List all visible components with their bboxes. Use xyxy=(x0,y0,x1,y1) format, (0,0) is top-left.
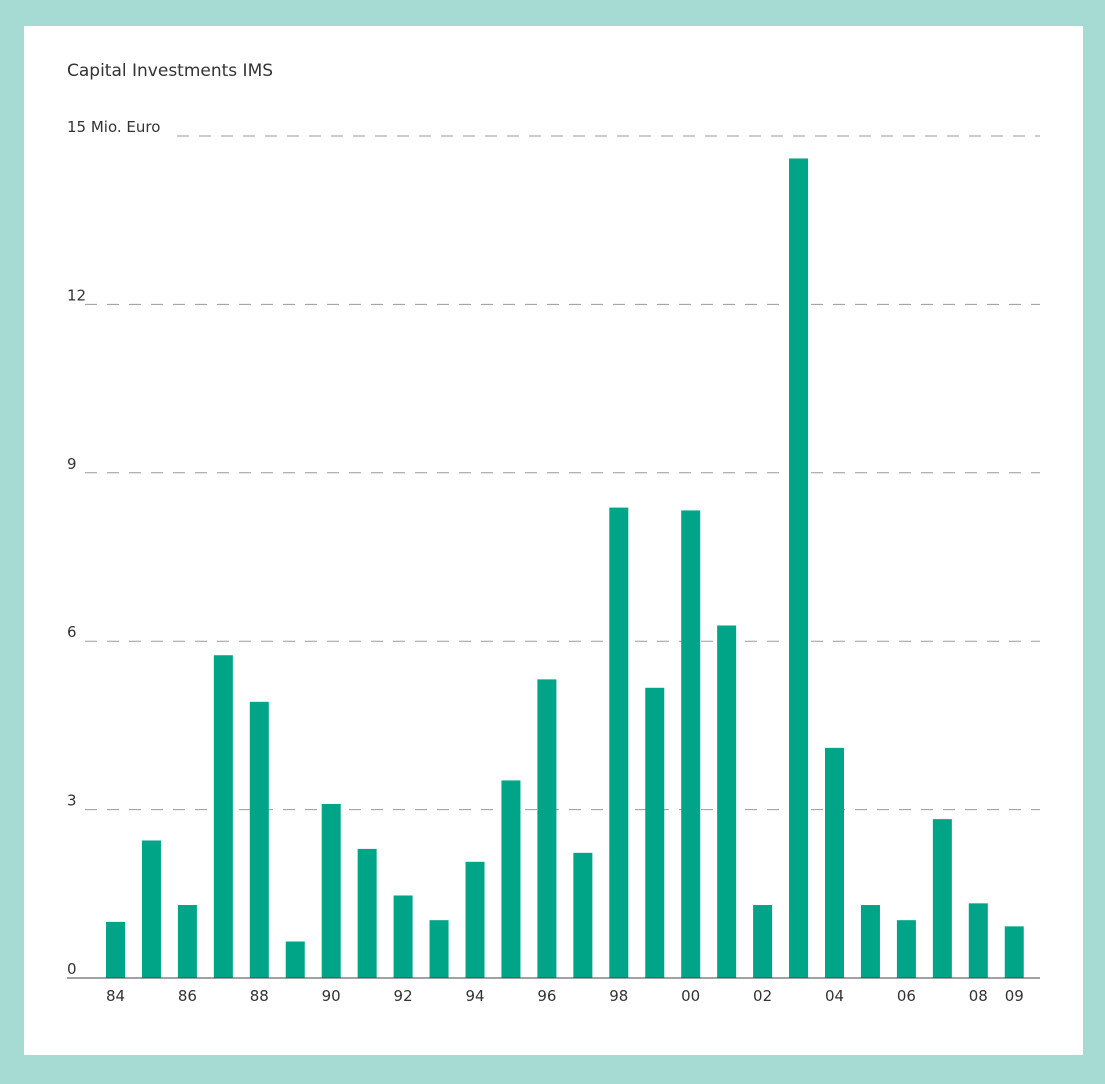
bar-05 xyxy=(860,905,880,978)
y-tick-label: 15 Mio. Euro xyxy=(67,118,160,136)
bar-84 xyxy=(106,921,125,978)
bar-87 xyxy=(213,655,233,978)
bar-01 xyxy=(717,625,737,978)
x-tick-label: 92 xyxy=(394,987,413,1005)
bar-06 xyxy=(896,920,916,978)
x-tick-label: 88 xyxy=(250,987,269,1005)
y-tick-label: 9 xyxy=(67,455,77,473)
bar-00 xyxy=(681,510,701,978)
bar-95 xyxy=(501,780,521,978)
x-tick-label: 02 xyxy=(753,987,772,1005)
x-tick-label: 04 xyxy=(825,987,844,1005)
x-tick-label: 96 xyxy=(537,987,556,1005)
x-tick-label: 86 xyxy=(178,987,197,1005)
x-tick-label: 08 xyxy=(969,987,988,1005)
x-tick-label: 94 xyxy=(465,987,484,1005)
bar-94 xyxy=(465,861,485,978)
x-tick-label: 84 xyxy=(106,987,125,1005)
bar-93 xyxy=(429,920,449,978)
bar-92 xyxy=(393,895,413,978)
bar-chart: 0 3 6 9 12 15 Mio. Euro 84 86 88 90 92 94 96 98 00 02 04… xyxy=(67,118,1040,1005)
bar-02 xyxy=(753,905,773,978)
bar-91 xyxy=(357,848,377,978)
bar-98 xyxy=(609,507,629,978)
x-tick-label: 98 xyxy=(609,987,628,1005)
bar-90 xyxy=(321,803,341,978)
bar-96 xyxy=(537,679,557,978)
x-tick-label: 00 xyxy=(681,987,700,1005)
x-tick-label: 90 xyxy=(322,987,341,1005)
x-tick-label: 06 xyxy=(897,987,916,1005)
bar-86 xyxy=(177,905,197,978)
x-tick-label: 09 xyxy=(1005,987,1024,1005)
bar-04 xyxy=(825,747,844,978)
chart-title: Capital Investments IMS xyxy=(67,61,274,81)
y-tick-label: 12 xyxy=(67,286,86,304)
bar-89 xyxy=(285,941,305,978)
bar-97 xyxy=(573,852,593,978)
bar-99 xyxy=(645,687,665,978)
bar-03 xyxy=(789,158,809,978)
y-tick-label: 6 xyxy=(67,623,77,641)
bar-07 xyxy=(932,819,952,978)
chart-panel: Capital Investments IMS 0 3 6 9 12 15 Mio. Eu… xyxy=(24,26,1083,1055)
bar-09 xyxy=(1004,926,1024,978)
y-tick-label: 3 xyxy=(67,792,77,810)
bar-85 xyxy=(141,840,161,978)
y-tick-label: 0 xyxy=(67,960,77,978)
bar-88 xyxy=(249,701,269,978)
bar-08 xyxy=(968,903,988,978)
